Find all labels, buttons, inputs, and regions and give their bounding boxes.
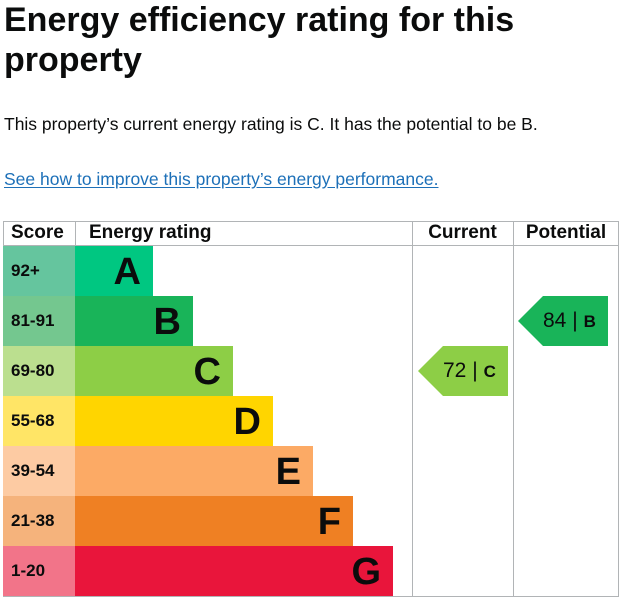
score-cell-a: 92+ (3, 246, 75, 296)
score-cell-f: 21-38 (3, 496, 75, 546)
table-header-divider (3, 245, 619, 246)
current-rating-separator: | (466, 359, 478, 382)
current-rating-arrow: 72 | C (418, 346, 508, 396)
current-rating-score: 72 (443, 359, 467, 382)
score-cell-g: 1-20 (3, 546, 75, 596)
table-bottom-border (3, 596, 619, 597)
potential-header: Potential (525, 222, 607, 243)
score-header: Score (11, 222, 64, 243)
band-bar-g: G (75, 546, 393, 596)
potential-rating-letter: B (583, 312, 596, 331)
table-right-border (618, 221, 619, 597)
potential-rating-separator: | (566, 309, 578, 332)
page-title: Energy efficiency rating for this proper… (4, 1, 515, 79)
score-cell-b: 81-91 (3, 296, 75, 346)
score-cell-d: 55-68 (3, 396, 75, 446)
band-bar-b: B (75, 296, 193, 346)
epc-rating-table: Score Energy rating Current Potential 92… (3, 221, 619, 597)
table-top-border (3, 221, 619, 222)
score-cell-e: 39-54 (3, 446, 75, 496)
band-bar-a: A (75, 246, 153, 296)
improve-performance-link[interactable]: See how to improve this property’s energ… (4, 169, 439, 189)
score-column-divider (75, 221, 76, 246)
current-rating-letter: C (483, 362, 496, 381)
band-bar-e: E (75, 446, 313, 496)
potential-rating-arrow: 84 | B (518, 296, 608, 346)
band-bar-f: F (75, 496, 353, 546)
band-bar-d: D (75, 396, 273, 446)
current-header: Current (428, 222, 497, 243)
potential-rating-score: 84 (543, 309, 567, 332)
band-bar-c: C (75, 346, 233, 396)
energy-rating-header: Energy rating (89, 222, 212, 243)
rating-summary: This property’s current energy rating is… (4, 114, 538, 134)
current-column-divider (412, 221, 413, 597)
score-cell-c: 69-80 (3, 346, 75, 396)
potential-column-divider (513, 221, 514, 597)
